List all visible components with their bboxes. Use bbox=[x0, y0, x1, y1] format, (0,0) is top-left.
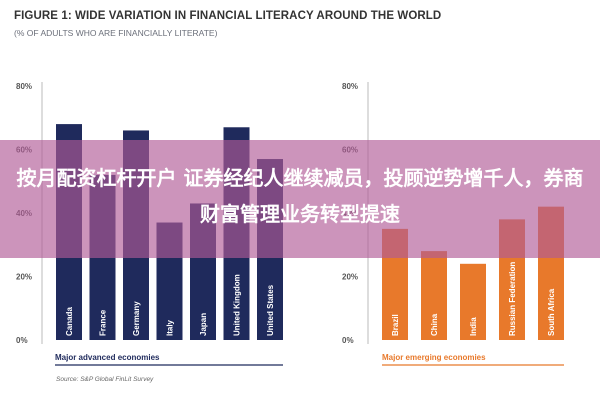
bar-category-label: South Africa bbox=[547, 288, 556, 336]
chart-subtitle: (% OF ADULTS WHO ARE FINANCIALLY LITERAT… bbox=[14, 28, 218, 38]
bar-category-label: Canada bbox=[65, 307, 74, 336]
bar-category-label: Russian Federation bbox=[508, 262, 517, 336]
bar-category-label: France bbox=[99, 309, 108, 336]
source-note: Source: S&P Global FinLit Survey bbox=[56, 376, 154, 383]
y-tick-label: 20% bbox=[342, 273, 358, 282]
x-axis-group-label: Major emerging economies bbox=[382, 353, 486, 362]
bar-category-label: China bbox=[430, 313, 439, 336]
bar bbox=[460, 263, 486, 340]
y-tick-label: 0% bbox=[342, 336, 354, 345]
bar-category-label: Germany bbox=[132, 301, 141, 336]
bar-category-label: Italy bbox=[166, 319, 175, 336]
overlay-banner-text: 按月配资杠杆开户 证券经纪人继续减员，投顾逆势增千人，券商财富管理业务转型提速 bbox=[16, 166, 584, 226]
y-tick-label: 80% bbox=[342, 82, 358, 91]
bar-category-label: India bbox=[469, 317, 478, 336]
y-tick-label: 20% bbox=[16, 273, 32, 282]
x-axis-group-label: Major advanced economies bbox=[55, 353, 160, 362]
chart-title: FIGURE 1: WIDE VARIATION IN FINANCIAL LI… bbox=[14, 10, 442, 22]
overlay-banner bbox=[0, 140, 600, 258]
bar-category-label: United Kingdom bbox=[233, 274, 242, 336]
bar-category-label: Japan bbox=[199, 313, 208, 336]
bar bbox=[421, 251, 447, 340]
bar-category-label: Brazil bbox=[391, 314, 400, 336]
bar-category-label: United States bbox=[266, 284, 275, 336]
y-tick-label: 0% bbox=[16, 336, 28, 345]
y-tick-label: 80% bbox=[16, 82, 32, 91]
